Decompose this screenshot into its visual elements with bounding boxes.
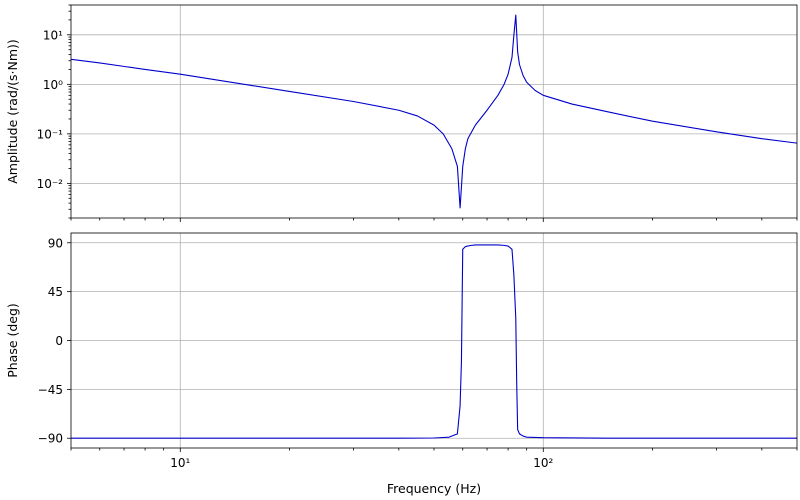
amplitude-y-axis-label: Amplitude (rad/(s·Nm)) xyxy=(5,39,20,184)
amplitude-y-tick-label-0: 10⁻² xyxy=(37,177,64,191)
amplitude-panel: 10⁻² 10⁻¹ 10⁰ 10¹ Amplitude (rad/(s·Nm)) xyxy=(5,4,798,222)
amplitude-y-tick-label-1: 10⁻¹ xyxy=(37,127,64,141)
amplitude-y-tick-label-2: 10⁰ xyxy=(43,78,63,92)
phase-y-axis-label: Phase (deg) xyxy=(5,303,20,378)
phase-y-tick-label-0: 90 xyxy=(48,236,63,250)
phase-x-tick-label-0: 10¹ xyxy=(170,456,190,470)
phase-panel: 10¹ 10² 90 45 0 −45 −90 Phase (deg) Frequency (H… xyxy=(5,232,798,496)
amplitude-series-line xyxy=(71,14,797,209)
phase-series-line xyxy=(71,244,797,439)
phase-x-axis-label: Frequency (Hz) xyxy=(387,481,481,496)
phase-y-tick-label-2: 0 xyxy=(55,334,63,348)
phase-y-tick-label-1: 45 xyxy=(48,285,63,299)
phase-y-tick-label-4: −90 xyxy=(38,432,63,446)
amplitude-y-tick-label-3: 10¹ xyxy=(43,28,63,42)
phase-y-tick-label-3: −45 xyxy=(38,383,63,397)
phase-x-tick-label-1: 10² xyxy=(533,456,553,470)
